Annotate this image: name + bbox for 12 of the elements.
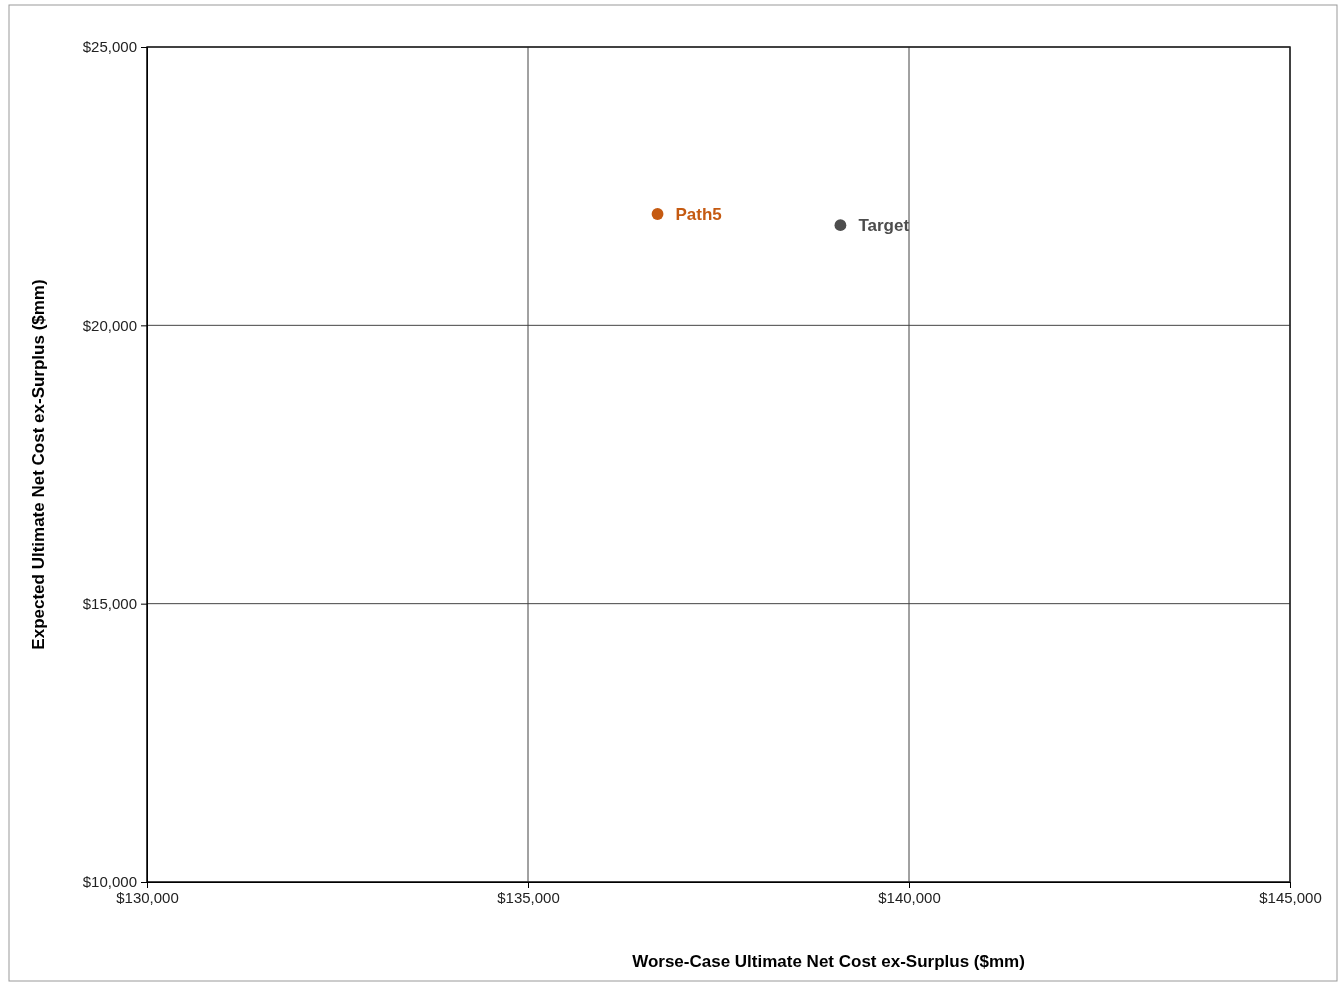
x-tick-label: $135,000 <box>497 888 560 906</box>
series-label: Target <box>858 216 910 236</box>
x-tick-label: $130,000 <box>116 888 179 906</box>
x-tick-label: $140,000 <box>878 888 941 906</box>
y-tick-label: $25,000 <box>82 38 137 56</box>
x-tick-label: $145,000 <box>1259 888 1322 906</box>
y-tick-label: $10,000 <box>82 873 137 891</box>
y-axis-title: Expected Ultimate Net Cost ex-Surplus ($mm) <box>29 279 48 650</box>
x-axis-title: Worse-Case Ultimate Net Cost ex-Surplus ($mm) <box>632 952 1025 971</box>
series-label: Path5 <box>675 205 722 224</box>
y-tick-label: $15,000 <box>82 594 137 612</box>
y-tick-label: $20,000 <box>82 316 137 334</box>
